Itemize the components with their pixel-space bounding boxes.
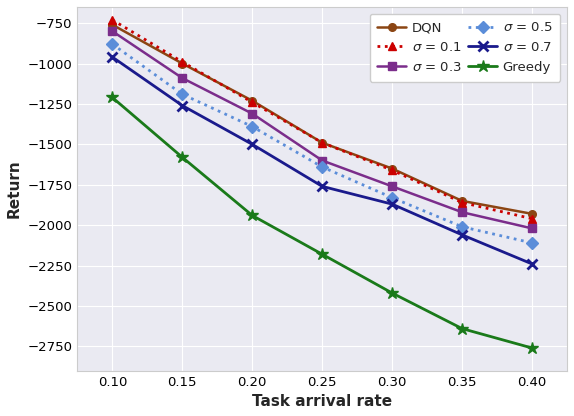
$\sigma$ = 0.1 [109,17,116,22]
Line: $\sigma$ = 0.3: $\sigma$ = 0.3 [108,27,536,232]
$\sigma$ = 0.5 [459,224,466,229]
$\sigma$ = 0.5 [249,124,255,129]
Greedy [459,326,466,331]
$\sigma$ = 0.5 [109,42,116,47]
DQN [109,22,116,27]
$\sigma$ = 0.5 [319,164,325,169]
$\sigma$ = 0.7 [459,233,466,238]
$\sigma$ = 0.3 [389,184,395,189]
$\sigma$ = 0.7 [179,103,186,108]
Y-axis label: Return: Return [7,159,22,218]
$\sigma$ = 0.1 [179,59,186,64]
$\sigma$ = 0.3 [459,210,466,215]
$\sigma$ = 0.3 [319,158,325,163]
$\sigma$ = 0.3 [249,111,255,116]
Greedy [319,252,325,257]
$\sigma$ = 0.3 [109,29,116,34]
Greedy [529,346,536,351]
Greedy [389,290,395,295]
Greedy [249,213,255,218]
DQN [249,98,255,103]
Line: DQN: DQN [108,21,536,218]
DQN [319,140,325,145]
$\sigma$ = 0.3 [179,76,186,81]
Line: Greedy: Greedy [106,91,538,354]
DQN [459,198,466,203]
$\sigma$ = 0.1 [249,100,255,105]
$\sigma$ = 0.1 [389,168,395,173]
Line: $\sigma$ = 0.7: $\sigma$ = 0.7 [107,52,537,269]
Legend: DQN, $\sigma$ = 0.1, $\sigma$ = 0.3, $\sigma$ = 0.5, $\sigma$ = 0.7, Greedy: DQN, $\sigma$ = 0.1, $\sigma$ = 0.3, $\s… [370,14,560,82]
$\sigma$ = 0.7 [319,184,325,189]
$\sigma$ = 0.1 [459,200,466,205]
$\sigma$ = 0.7 [109,54,116,59]
Line: $\sigma$ = 0.5: $\sigma$ = 0.5 [108,40,536,247]
X-axis label: Task arrival rate: Task arrival rate [252,394,392,409]
Line: $\sigma$ = 0.1: $\sigma$ = 0.1 [108,16,536,223]
$\sigma$ = 0.1 [319,140,325,145]
$\sigma$ = 0.5 [179,92,186,97]
DQN [389,166,395,171]
$\sigma$ = 0.7 [529,262,536,267]
$\sigma$ = 0.3 [529,226,536,231]
$\sigma$ = 0.5 [389,195,395,200]
$\sigma$ = 0.7 [389,202,395,207]
Greedy [179,155,186,160]
$\sigma$ = 0.7 [249,142,255,147]
Greedy [109,95,116,100]
DQN [529,211,536,216]
$\sigma$ = 0.1 [529,216,536,221]
DQN [179,61,186,66]
$\sigma$ = 0.5 [529,240,536,245]
